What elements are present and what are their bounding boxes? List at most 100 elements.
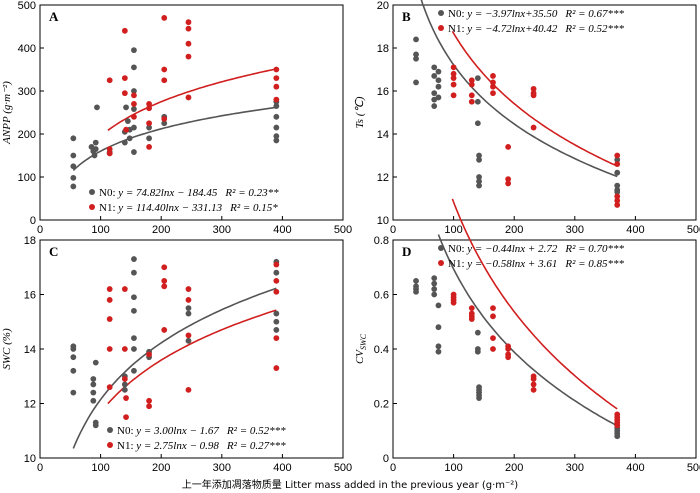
point-n0 [614,156,621,163]
point-n0 [474,120,481,127]
point-n1 [121,286,128,292]
point-n0 [413,288,419,295]
point-n1 [161,277,168,284]
point-n1 [273,96,280,103]
point-n0 [124,118,131,124]
legend-r2: R² = 0.27*** [226,440,286,452]
y-axis-label: SWC (%) [1,328,13,370]
point-n1 [273,66,280,73]
x-tick-label: 100 [444,224,462,236]
point-n0 [273,137,280,144]
point-n0 [131,88,137,94]
point-n1 [161,66,168,73]
y-tick-label: 0.6 [374,290,389,302]
y-tick-label: 16 [24,290,36,302]
point-n0 [273,133,280,140]
point-n0 [476,182,482,189]
point-n0 [70,367,77,374]
point-n0 [131,47,137,54]
y-axis-label: ANPP (g·m⁻²) [1,81,13,145]
point-n1 [273,83,280,90]
point-n1 [131,92,137,99]
x-tick-label: 400 [626,462,644,474]
point-n1 [450,92,457,99]
point-n0 [146,135,152,142]
point-n1 [530,376,537,382]
point-n1 [146,105,152,112]
point-n0 [70,152,77,159]
point-n0 [614,433,621,440]
point-n1 [490,73,496,79]
legend-equation: y = −0.44lnx + 2.72 [466,243,558,255]
x-tick-label: 100 [91,224,109,236]
point-n1 [505,354,512,361]
point-n1 [131,113,137,120]
x-tick-label: 500 [687,462,700,474]
point-n1 [468,316,475,322]
point-n1 [490,335,496,341]
point-n0 [70,354,77,361]
x-tick-label: 200 [152,224,170,236]
panel-C: 0 100 200 300 400 500 10 12 14 16 18 C SWC (%) N0: y … [1,235,352,474]
y-tick-label: 0 [383,453,389,465]
point-n0 [273,124,280,131]
legend-marker-n0 [107,427,113,433]
point-n0 [435,83,442,90]
point-n0 [431,275,438,282]
point-n0 [273,327,280,333]
legend-entry-n1: N1: y = 114.40lnx − 331.13 R² = 0.15* [99,202,278,214]
point-n0 [92,359,99,366]
point-n1 [490,305,496,312]
point-n0 [474,75,481,81]
x-tick-label: 500 [334,462,352,474]
y-tick-label: 14 [377,129,389,141]
point-n1 [468,77,475,84]
point-n1 [614,193,621,200]
point-n1 [490,83,496,90]
point-n1 [468,92,475,99]
point-n0 [131,346,137,352]
point-n0 [91,152,98,159]
y-tick-label: 14 [24,344,36,356]
legend-series-name: N1: [448,23,467,35]
point-n1 [273,261,280,268]
point-n1 [106,286,113,292]
legend-entry-n1: N1: y = 2.75lnx − 0.98 R² = 0.27*** [117,440,286,452]
point-n0 [94,104,100,111]
point-n1 [161,283,168,290]
point-n0 [431,286,438,292]
point-n0 [70,183,77,190]
point-n0 [121,381,128,388]
point-n1 [614,161,621,168]
fit-line-n0 [72,106,277,171]
point-n0 [70,346,77,352]
fit-line-n1 [451,30,618,167]
point-n1 [106,346,113,352]
y-tick-label: 200 [18,129,36,141]
x-tick-label: 200 [505,462,523,474]
point-n1 [614,422,621,429]
point-n0 [90,376,97,382]
legend-equation: y = 2.75lnx − 0.98 [135,440,219,452]
y-axis-label: CVSWC [354,333,368,364]
point-n0 [273,269,280,276]
point-n0 [131,64,137,71]
point-n1 [490,346,496,352]
x-tick-label: 300 [566,462,584,474]
panel-letter: B [402,9,411,24]
point-n1 [185,40,192,47]
point-n0 [121,139,128,146]
legend-r2: R² = 0.70*** [564,243,624,255]
point-n0 [70,174,77,181]
point-n1 [106,150,113,157]
fit-line-n0 [437,234,618,427]
point-n1 [146,144,152,150]
legend-series-name: N1: [117,440,136,452]
point-n1 [450,70,457,77]
fit-line-n0 [72,287,277,449]
point-n1 [450,299,457,306]
point-n1 [185,53,192,60]
point-n1 [121,27,128,34]
point-n0 [273,113,280,120]
